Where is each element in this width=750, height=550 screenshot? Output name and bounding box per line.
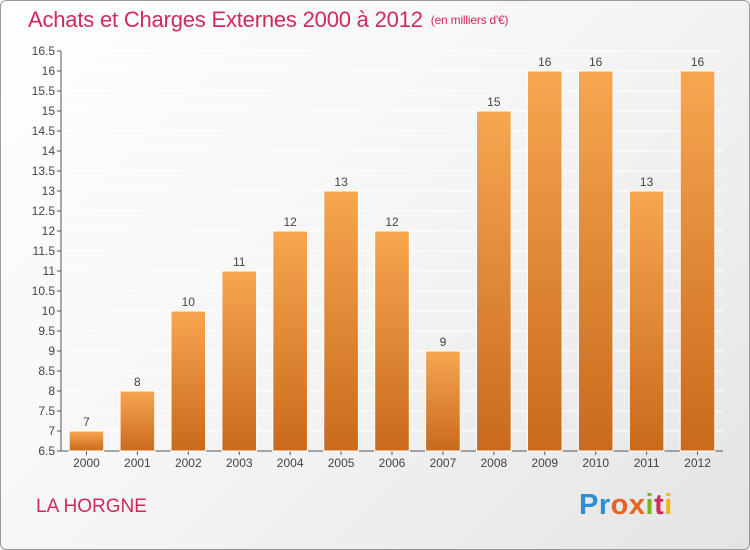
bar	[323, 190, 359, 452]
bar	[628, 190, 665, 452]
y-tick-label: 15	[42, 104, 56, 118]
y-tick-label: 16.5	[32, 44, 56, 58]
chart-unit: (en milliers d'€)	[430, 13, 509, 27]
bars	[68, 70, 716, 452]
bar	[68, 430, 105, 452]
bar-value-label: 13	[640, 175, 654, 189]
y-tick-label: 7	[48, 424, 55, 438]
bar-value-label: 12	[385, 215, 399, 229]
x-tick-label: 2009	[531, 456, 558, 470]
logo-letter: o	[610, 489, 629, 521]
bar-value-label: 15	[487, 95, 501, 109]
y-tick-label: 9.5	[38, 324, 55, 338]
bar	[272, 230, 308, 452]
y-tick-label: 13.5	[32, 164, 56, 178]
x-tick-label: 2003	[226, 456, 253, 470]
logo-letter: x	[628, 489, 646, 521]
bar	[679, 70, 716, 452]
bar	[374, 230, 410, 452]
y-tick-label: 12	[42, 224, 56, 238]
bar-value-label: 16	[538, 55, 552, 69]
chart-title: Achats et Charges Externes 2000 à 2012 (e…	[28, 7, 509, 33]
bar-value-label: 13	[334, 175, 348, 189]
bar	[476, 110, 512, 452]
x-tick-label: 2000	[73, 456, 100, 470]
y-tick-label: 9	[48, 344, 55, 358]
logo-letter: P	[579, 489, 599, 521]
bar-value-label: 12	[283, 215, 297, 229]
logo-letter: r	[598, 489, 611, 521]
bar-value-label: 8	[134, 375, 141, 389]
x-tick-label: 2001	[124, 456, 151, 470]
y-tick-label: 13	[42, 184, 56, 198]
y-tick-label: 6.5	[38, 444, 55, 458]
location-label: LA HORGNE	[36, 496, 147, 517]
x-tick-label: 2006	[379, 456, 406, 470]
y-tick-label: 8.5	[38, 364, 55, 378]
y-tick-label: 8	[48, 384, 55, 398]
x-tick-label: 2005	[328, 456, 355, 470]
x-tick-label: 2010	[582, 456, 609, 470]
y-tick-label: 14.5	[32, 124, 56, 138]
bar	[526, 70, 563, 452]
y-tick-label: 10.5	[32, 284, 56, 298]
y-tick-labels: 6.5 7 7.5 8 8.5 9 9.5 10 10.5 11 11.5 12 12.5 13 13.5 1…	[32, 44, 56, 458]
y-tick-label: 7.5	[38, 404, 55, 418]
x-tick-labels: 2000 2001 2002 2003 2004 2005 2006 2007 2008 2009…	[73, 456, 711, 470]
x-tick-label: 2007	[430, 456, 457, 470]
logo-letter: t	[654, 489, 665, 521]
proxiti-logo: Proxiti	[579, 489, 673, 522]
x-tick-label: 2008	[480, 456, 507, 470]
chart-title-text: Achats et Charges Externes 2000 à 2012	[28, 7, 423, 32]
y-tick-label: 15.5	[32, 84, 56, 98]
logo-letter: i	[664, 489, 673, 521]
x-tick-label: 2011	[634, 456, 660, 470]
data-labels: 7 8 10 11 12 13 12 9 15 16 16 13 16	[83, 55, 704, 429]
bar-value-label: 16	[691, 55, 705, 69]
y-tick-label: 10	[42, 304, 56, 318]
bar	[170, 310, 207, 452]
bar	[425, 350, 461, 452]
bar-value-label: 11	[233, 255, 246, 269]
y-tick-label: 12.5	[32, 204, 56, 218]
y-tick-label: 16	[42, 64, 56, 78]
bar	[119, 390, 156, 452]
logo-letter: i	[645, 489, 655, 521]
y-tick-label: 14	[42, 144, 56, 158]
bar	[577, 70, 614, 452]
x-tick-label: 2002	[175, 456, 202, 470]
bar	[221, 270, 258, 452]
x-tick-label: 2012	[684, 456, 711, 470]
bar-value-label: 10	[182, 295, 196, 309]
bar-value-label: 16	[589, 55, 603, 69]
bar-value-label: 7	[83, 415, 90, 429]
y-tick-label: 11.5	[33, 244, 56, 258]
bar-value-label: 9	[440, 335, 447, 349]
y-tick-label: 11	[43, 264, 56, 278]
x-tick-label: 2004	[277, 456, 304, 470]
